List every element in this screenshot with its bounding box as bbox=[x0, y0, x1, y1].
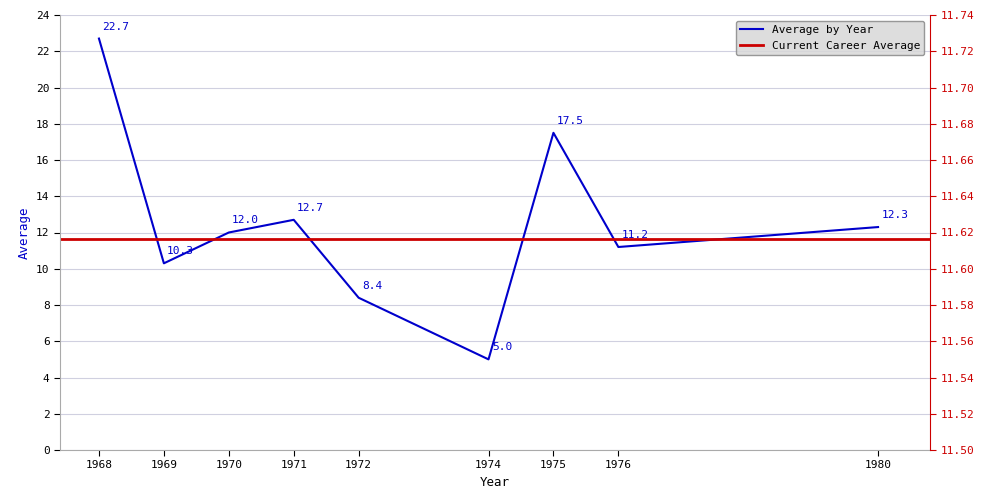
Legend: Average by Year, Current Career Average: Average by Year, Current Career Average bbox=[736, 20, 924, 55]
Text: 17.5: 17.5 bbox=[557, 116, 584, 126]
Average by Year bbox=[612, 244, 624, 250]
Text: 11.2: 11.2 bbox=[622, 230, 649, 240]
Text: 12.0: 12.0 bbox=[232, 216, 259, 226]
Average by Year bbox=[547, 130, 559, 136]
Average by Year bbox=[223, 230, 235, 235]
Average by Year bbox=[158, 260, 170, 266]
Average by Year bbox=[288, 217, 300, 223]
Average by Year bbox=[872, 224, 884, 230]
Text: 12.7: 12.7 bbox=[297, 203, 324, 213]
Text: 8.4: 8.4 bbox=[362, 280, 382, 290]
Text: 10.3: 10.3 bbox=[167, 246, 194, 256]
Average by Year bbox=[353, 294, 365, 300]
Average by Year bbox=[93, 36, 105, 42]
Text: 12.3: 12.3 bbox=[881, 210, 908, 220]
Y-axis label: Average: Average bbox=[18, 206, 31, 259]
Average by Year bbox=[483, 356, 495, 362]
Text: 5.0: 5.0 bbox=[492, 342, 512, 352]
Line: Average by Year: Average by Year bbox=[99, 38, 878, 360]
Text: 22.7: 22.7 bbox=[102, 22, 129, 32]
X-axis label: Year: Year bbox=[480, 476, 510, 489]
